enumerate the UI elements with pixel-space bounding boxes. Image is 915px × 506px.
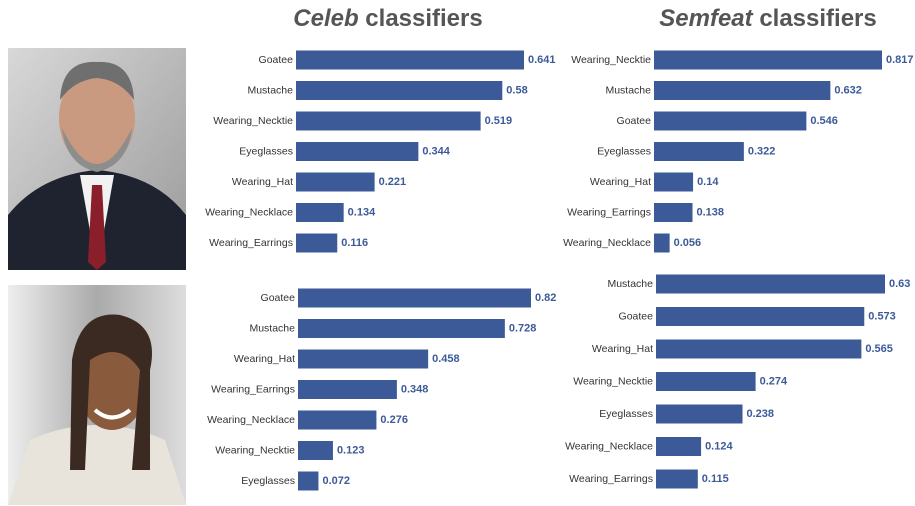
photo-1	[8, 48, 186, 270]
bar	[654, 172, 694, 192]
bar	[296, 111, 481, 131]
value-label: 0.58	[506, 84, 527, 96]
value-label: 0.123	[337, 444, 365, 456]
category-label: Wearing_Necklace	[207, 414, 295, 426]
category-label: Mustache	[605, 84, 651, 96]
bar	[298, 288, 531, 308]
header-2: Semfeat classifiers	[659, 5, 876, 32]
category-label: Wearing_Necktie	[573, 375, 653, 387]
category-label: Wearing_Earrings	[209, 237, 293, 249]
header-emphasis: Semfeat	[659, 5, 753, 32]
value-label: 0.632	[834, 84, 862, 96]
bar	[656, 469, 698, 489]
bar	[654, 203, 693, 222]
bar	[298, 471, 319, 491]
header-rest: classifiers	[759, 5, 876, 32]
bar	[298, 349, 429, 369]
value-label: 0.565	[865, 343, 893, 355]
category-label: Goatee	[259, 54, 294, 66]
category-label: Goatee	[261, 292, 296, 304]
value-label: 0.134	[348, 206, 376, 218]
category-label: Wearing_Necklace	[563, 237, 651, 249]
value-label: 0.573	[868, 310, 896, 322]
bar	[656, 274, 885, 294]
bar	[656, 307, 865, 326]
category-label: Eyeglasses	[599, 408, 653, 420]
value-label: 0.274	[760, 375, 788, 387]
value-label: 0.817	[886, 54, 914, 66]
value-label: 0.14	[697, 176, 719, 188]
category-label: Eyeglasses	[597, 145, 651, 157]
category-label: Goatee	[619, 310, 654, 322]
value-label: 0.641	[528, 54, 556, 66]
header-rest: classifiers	[365, 5, 482, 32]
bar	[296, 142, 419, 161]
category-label: Wearing_Hat	[590, 176, 651, 188]
value-label: 0.728	[509, 322, 537, 334]
value-label: 0.056	[674, 237, 702, 249]
bar	[654, 50, 882, 70]
value-label: 0.519	[485, 115, 513, 127]
bar	[296, 81, 503, 100]
value-label: 0.138	[697, 206, 725, 218]
category-label: Goatee	[617, 115, 652, 127]
bar	[656, 437, 702, 456]
category-label: Wearing_Hat	[234, 353, 295, 365]
bar	[656, 339, 862, 359]
category-label: Wearing_Necktie	[213, 115, 293, 127]
bar	[296, 172, 375, 192]
category-label: Wearing_Necklace	[565, 440, 653, 452]
value-label: 0.458	[432, 353, 460, 365]
category-label: Wearing_Hat	[232, 176, 293, 188]
value-label: 0.348	[401, 383, 429, 395]
bar	[654, 233, 670, 253]
category-label: Wearing_Hat	[592, 343, 653, 355]
category-label: Mustache	[249, 322, 295, 334]
category-label: Eyeglasses	[239, 145, 293, 157]
value-label: 0.546	[810, 115, 838, 127]
value-label: 0.344	[422, 145, 450, 157]
category-label: Wearing_Necktie	[571, 54, 651, 66]
category-label: Wearing_Necklace	[205, 206, 293, 218]
bar	[296, 50, 524, 70]
value-label: 0.238	[747, 408, 775, 420]
category-label: Wearing_Earrings	[211, 383, 295, 395]
bar	[298, 380, 397, 399]
value-label: 0.221	[379, 176, 407, 188]
bar	[298, 410, 377, 430]
bar	[298, 319, 505, 338]
value-label: 0.116	[341, 237, 368, 249]
header-emphasis: Celeb	[293, 5, 358, 32]
category-label: Eyeglasses	[241, 475, 295, 487]
value-label: 0.276	[380, 414, 408, 426]
bar	[654, 111, 807, 131]
bar	[656, 372, 756, 391]
bar	[296, 233, 338, 253]
bar	[296, 203, 344, 222]
category-label: Wearing_Earrings	[569, 473, 653, 485]
value-label: 0.115	[702, 473, 729, 485]
bar	[656, 404, 743, 424]
value-label: 0.072	[322, 475, 350, 487]
category-label: Mustache	[607, 278, 653, 290]
value-label: 0.82	[535, 292, 556, 304]
header-1: Celeb classifiers	[293, 5, 482, 32]
category-label: Wearing_Necktie	[215, 444, 295, 456]
bar	[298, 441, 333, 460]
bar	[654, 142, 744, 161]
value-label: 0.322	[748, 145, 776, 157]
category-label: Wearing_Earrings	[567, 206, 651, 218]
value-label: 0.124	[705, 440, 733, 452]
category-label: Mustache	[247, 84, 293, 96]
photo-2	[8, 285, 186, 505]
bar	[654, 81, 831, 100]
value-label: 0.63	[889, 278, 910, 290]
